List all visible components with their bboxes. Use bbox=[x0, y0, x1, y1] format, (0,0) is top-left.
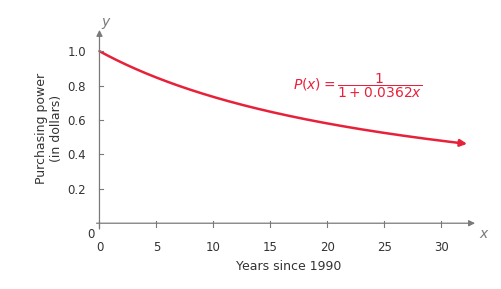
X-axis label: Years since 1990: Years since 1990 bbox=[235, 260, 341, 273]
Text: $P(x) = \dfrac{1}{1 + 0.0362x}$: $P(x) = \dfrac{1}{1 + 0.0362x}$ bbox=[293, 71, 421, 100]
Text: y: y bbox=[101, 15, 109, 29]
Text: 0: 0 bbox=[87, 228, 95, 241]
Y-axis label: Purchasing power
(in dollars): Purchasing power (in dollars) bbox=[36, 73, 63, 184]
Text: x: x bbox=[478, 227, 486, 241]
